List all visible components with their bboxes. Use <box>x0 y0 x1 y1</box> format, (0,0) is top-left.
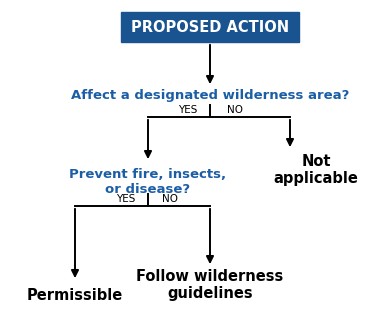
FancyBboxPatch shape <box>121 12 299 42</box>
Text: Permissible: Permissible <box>27 288 123 303</box>
Text: YES: YES <box>178 105 198 115</box>
Text: PROPOSED ACTION: PROPOSED ACTION <box>131 20 289 35</box>
Text: NO: NO <box>162 194 178 204</box>
Text: YES: YES <box>116 194 136 204</box>
Text: NO: NO <box>227 105 243 115</box>
Text: Prevent fire, insects,
or disease?: Prevent fire, insects, or disease? <box>69 168 227 196</box>
Text: Follow wilderness
guidelines: Follow wilderness guidelines <box>136 269 284 301</box>
Text: Not
applicable: Not applicable <box>273 154 358 186</box>
Text: Affect a designated wilderness area?: Affect a designated wilderness area? <box>71 88 349 101</box>
